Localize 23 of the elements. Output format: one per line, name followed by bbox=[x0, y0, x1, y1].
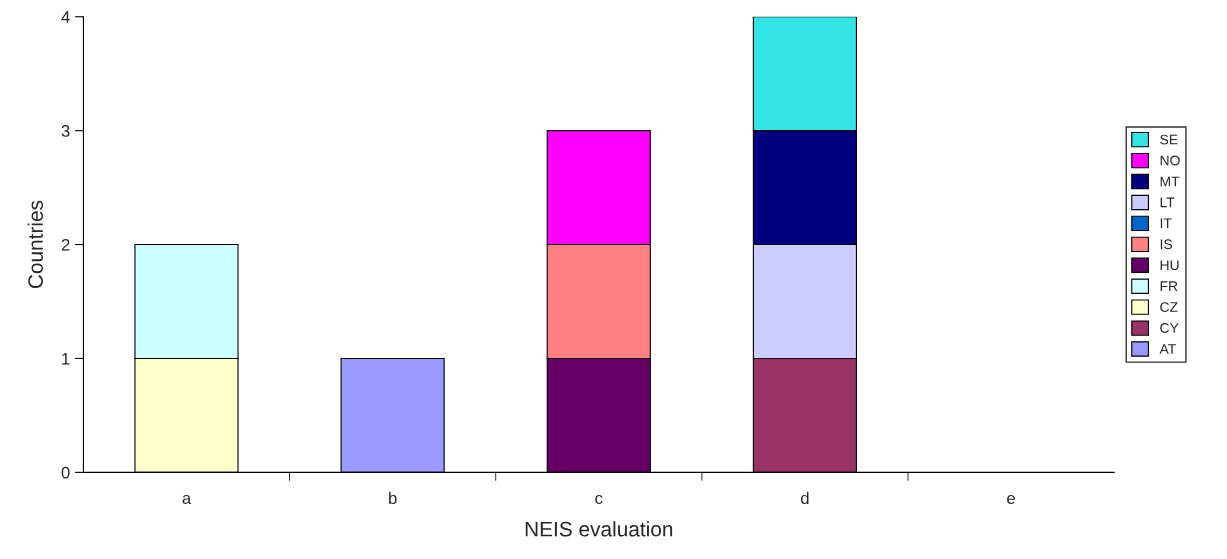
legend-label: SE bbox=[1160, 134, 1178, 145]
legend-label: IT bbox=[1160, 218, 1172, 229]
legend-label: IS bbox=[1160, 239, 1173, 250]
x-tick-label: b bbox=[389, 491, 397, 505]
x-axis-title: NEIS evaluation bbox=[525, 521, 673, 537]
legend-label: MT bbox=[1160, 176, 1180, 187]
legend-label: AT bbox=[1159, 344, 1176, 354]
legend-label: HU bbox=[1160, 260, 1179, 271]
x-tick-label: a bbox=[182, 494, 192, 505]
y-tick-label: 4 bbox=[61, 11, 70, 23]
legend-label: CY bbox=[1160, 323, 1179, 333]
legend-label: CZ bbox=[1160, 302, 1178, 312]
y-axis-title: Countries bbox=[27, 200, 43, 289]
legend-label: NO bbox=[1160, 155, 1180, 166]
y-tick-label: 0 bbox=[61, 466, 70, 479]
x-tick-label: e bbox=[1007, 494, 1015, 505]
y-tick-label: 3 bbox=[61, 125, 70, 137]
x-tick-label: d bbox=[800, 491, 809, 505]
y-tick-label: 1 bbox=[62, 353, 70, 365]
x-tick-label: c bbox=[595, 494, 603, 505]
legend-label: FR bbox=[1160, 281, 1178, 291]
legend-label: LT bbox=[1160, 197, 1175, 208]
y-tick-label: 2 bbox=[61, 238, 70, 251]
